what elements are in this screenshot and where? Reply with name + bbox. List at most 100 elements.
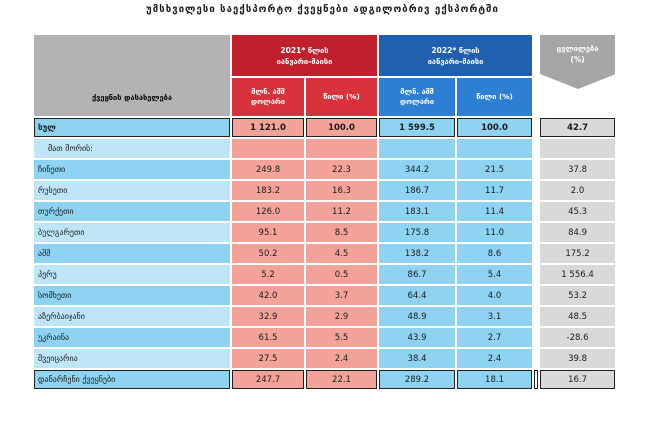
value-2022: 183.1	[379, 202, 456, 221]
change-value: 16.7	[540, 370, 616, 389]
share-2021: 4.5	[306, 244, 378, 263]
value-2022: 38.4	[379, 349, 456, 368]
header-2021: 2021* წლის იანვარი-მაისი	[232, 35, 378, 76]
share-2021: 8.5	[306, 223, 378, 242]
share-2021: 22.3	[306, 160, 378, 179]
change-value: -28.6	[540, 328, 616, 347]
country-name: აშშ	[34, 244, 230, 263]
country-name: ბულგარეთი	[34, 223, 230, 242]
country-name: პერუ	[34, 265, 230, 284]
share-2021: 22.1	[306, 370, 378, 389]
change-value: 39.8	[540, 349, 616, 368]
change-value: 48.5	[540, 307, 616, 326]
share-2022: 2.4	[457, 349, 533, 368]
value-2021: 5.2	[232, 265, 304, 284]
share-2022: 21.5	[457, 160, 533, 179]
share-2021: 0.5	[306, 265, 378, 284]
table-row: სომხეთი 42.0 3.7 64.4 4.0 53.2	[34, 286, 616, 305]
country-name: აზერბაიჯანი	[34, 307, 230, 326]
country-name: ჩინეთი	[34, 160, 230, 179]
including-label: მათ შორის:	[34, 139, 230, 158]
country-name: რუსეთი	[34, 181, 230, 200]
change-value: 84.9	[540, 223, 616, 242]
table-row: ბულგარეთი 95.1 8.5 175.8 11.0 84.9	[34, 223, 616, 242]
including-row: მათ შორის:	[34, 139, 616, 158]
spacer	[534, 202, 539, 221]
table-row: შვეიცარია 27.5 2.4 38.4 2.4 39.8	[34, 349, 616, 368]
value-2022: 48.9	[379, 307, 456, 326]
share-2021: 16.3	[306, 181, 378, 200]
header-2022: 2022* წლის იანვარი-მაისი	[379, 35, 533, 76]
country-name: დანარჩენი ქვეყნები	[34, 370, 230, 389]
share-2021: 2.4	[306, 349, 378, 368]
change-value: 2.0	[540, 181, 616, 200]
spacer	[534, 349, 539, 368]
table-row: ჩინეთი 249.8 22.3 344.2 21.5 37.8	[34, 160, 616, 179]
table-row: უკრაინა 61.5 5.5 43.9 2.7 -28.6	[34, 328, 616, 347]
table-row: დანარჩენი ქვეყნები 247.7 22.1 289.2 18.1 16.7	[34, 370, 616, 389]
table-row: აზერბაიჯანი 32.9 2.9 48.9 3.1 48.5	[34, 307, 616, 326]
share-2022: 3.1	[457, 307, 533, 326]
share-2022: 4.0	[457, 286, 533, 305]
share-2021: 5.5	[306, 328, 378, 347]
value-2021: 61.5	[232, 328, 304, 347]
value-2021: 27.5	[232, 349, 304, 368]
spacer	[534, 265, 539, 284]
spacer	[534, 286, 539, 305]
share-2021: 3.7	[306, 286, 378, 305]
value-2022: 43.9	[379, 328, 456, 347]
value-2021: 50.2	[232, 244, 304, 263]
spacer	[534, 328, 539, 347]
spacer	[534, 370, 539, 389]
header-change: ცვლილება (%)	[540, 35, 616, 116]
spacer	[534, 244, 539, 263]
value-2022: 64.4	[379, 286, 456, 305]
value-2022: 175.8	[379, 223, 456, 242]
value-2021: 249.8	[232, 160, 304, 179]
share-2021: 11.2	[306, 202, 378, 221]
country-name: უკრაინა	[34, 328, 230, 347]
share-2022: 11.7	[457, 181, 533, 200]
table-row: თურქეთი 126.0 11.2 183.1 11.4 45.3	[34, 202, 616, 221]
value-2021: 42.0	[232, 286, 304, 305]
value-2022: 344.2	[379, 160, 456, 179]
table-row: აშშ 50.2 4.5 138.2 8.6 175.2	[34, 244, 616, 263]
value-2021: 126.0	[232, 202, 304, 221]
change-value: 45.3	[540, 202, 616, 221]
header-2021-share: წილი (%)	[306, 78, 378, 116]
value-2021: 183.2	[232, 181, 304, 200]
value-2022: 86.7	[379, 265, 456, 284]
country-name: შვეიცარია	[34, 349, 230, 368]
change-value: 1 556.4	[540, 265, 616, 284]
share-2022: 11.4	[457, 202, 533, 221]
value-2022: 289.2	[379, 370, 456, 389]
change-value: 37.8	[540, 160, 616, 179]
spacer	[534, 181, 539, 200]
header-2021-usd: მლნ. აშშ დოლარი	[232, 78, 304, 116]
total-row: სულ 1 121.0 100.0 1 599.5 100.0 42.7	[34, 118, 616, 137]
share-2021: 2.9	[306, 307, 378, 326]
header-2022-usd: მლნ. აშშ დოლარი	[379, 78, 456, 116]
table-title: უმსხვილესი საექსპორტო ქვეყნები ადგილობრი…	[146, 4, 499, 15]
header-row-years: ქვეყნის დასახელება 2021* წლის იანვარი-მა…	[34, 35, 616, 116]
share-2022: 11.0	[457, 223, 533, 242]
share-2022: 18.1	[457, 370, 533, 389]
table-row: პერუ 5.2 0.5 86.7 5.4 1 556.4	[34, 265, 616, 284]
table-row: რუსეთი 183.2 16.3 186.7 11.7 2.0	[34, 181, 616, 200]
header-country: ქვეყნის დასახელება	[34, 35, 230, 116]
value-2021: 95.1	[232, 223, 304, 242]
share-2022: 2.7	[457, 328, 533, 347]
value-2021: 247.7	[232, 370, 304, 389]
value-2022: 186.7	[379, 181, 456, 200]
header-row-units: მლნ. აშშ დოლარი წილი (%) მლნ. აშშ დოლარი…	[34, 78, 615, 116]
share-2022: 5.4	[457, 265, 533, 284]
country-name: თურქეთი	[34, 202, 230, 221]
spacer	[534, 223, 539, 242]
header-2022-share: წილი (%)	[457, 78, 533, 116]
spacer	[534, 160, 539, 179]
export-table: ქვეყნის დასახელება 2021* წლის იანვარი-მა…	[32, 33, 617, 391]
spacer	[534, 307, 539, 326]
value-2022: 138.2	[379, 244, 456, 263]
total-name: სულ	[34, 118, 230, 137]
value-2021: 32.9	[232, 307, 304, 326]
